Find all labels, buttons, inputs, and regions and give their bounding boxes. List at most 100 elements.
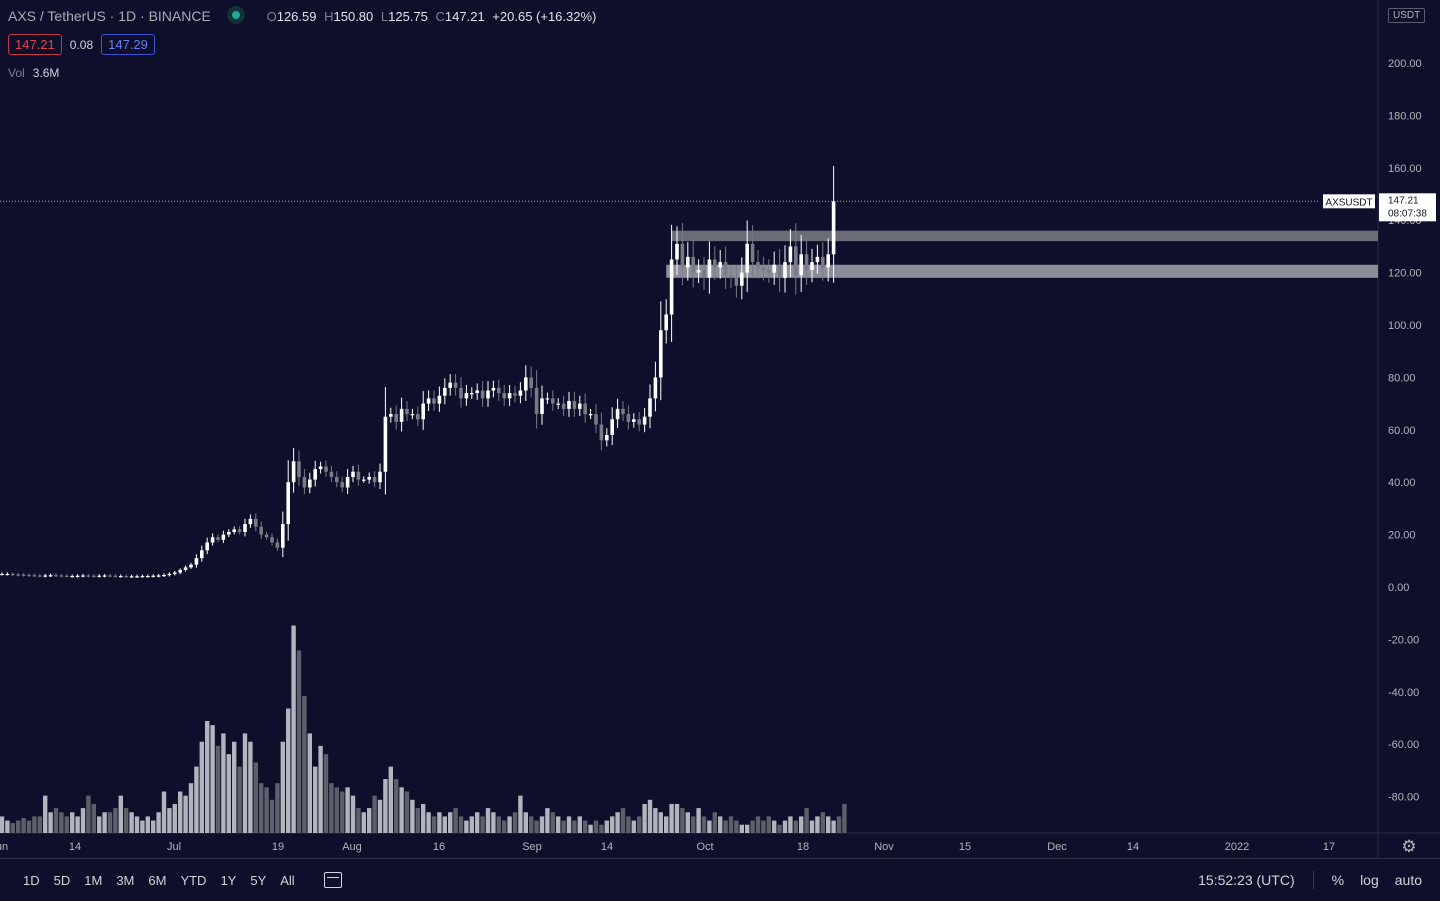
candle-body	[270, 537, 274, 543]
candle-body	[173, 572, 177, 574]
candle-body	[545, 398, 550, 400]
percent-scale-toggle[interactable]: %	[1331, 872, 1345, 888]
volume-bar	[577, 816, 582, 833]
time-tick: 16	[433, 841, 445, 853]
low-value: 125.75	[388, 9, 428, 24]
volume-bar	[529, 816, 534, 833]
volume-bar	[75, 816, 80, 833]
symbol-legend: AXS / TetherUS · 1D · BINANCE O126.59 H1…	[8, 6, 600, 26]
candle-body	[102, 575, 107, 577]
candle-body	[189, 564, 193, 568]
candle-body	[826, 254, 830, 268]
candle-body	[59, 575, 64, 577]
range-button-6m[interactable]: 6M	[148, 872, 167, 888]
time-scale[interactable]: un 14 Jul 19 Aug 16 Sep 14 Oct 18 Nov 15 Dec 14 2022 17	[0, 841, 1335, 853]
candle-body	[140, 575, 145, 578]
volume-bar	[421, 803, 426, 833]
symbol-title[interactable]: AXS / TetherUS · 1D · BINANCE	[8, 8, 211, 24]
candle-body	[119, 575, 123, 578]
utc-clock[interactable]: 15:52:23 (UTC)	[1198, 872, 1295, 888]
candle-body	[821, 256, 825, 268]
candle-body	[470, 393, 474, 395]
volume-bar	[626, 816, 631, 833]
time-tick: 18	[797, 841, 809, 853]
gear-icon[interactable]: ⚙	[1401, 837, 1417, 856]
open-value: 126.59	[276, 9, 317, 24]
range-button-5d[interactable]: 5D	[53, 872, 71, 888]
support-resistance-zones[interactable]	[666, 230, 1378, 278]
candle-body	[32, 575, 37, 577]
volume-bar	[404, 791, 410, 833]
candle-body	[729, 275, 733, 278]
candle-body	[513, 393, 517, 396]
candle-body	[221, 534, 226, 540]
volume-bar	[259, 783, 264, 833]
range-button-all[interactable]: All	[280, 872, 295, 888]
candle-body	[831, 201, 836, 255]
volume-bar	[226, 754, 231, 833]
candle-body	[167, 573, 172, 576]
candle-body	[453, 382, 458, 388]
candle-body	[691, 256, 695, 273]
volume-label: Vol	[8, 66, 25, 80]
volume-bar	[815, 816, 820, 833]
range-button-1d[interactable]: 1D	[23, 872, 40, 888]
range-button-3m[interactable]: 3M	[116, 872, 135, 888]
volume-bar	[145, 816, 150, 833]
price-zone-rectangle[interactable]	[671, 230, 1378, 242]
candle-body	[351, 471, 355, 477]
volume-bar	[167, 808, 172, 833]
volume-bar	[485, 808, 491, 833]
price-tick: -60.00	[1388, 739, 1419, 751]
volume-bar	[0, 816, 5, 833]
candle-body	[696, 269, 701, 273]
date-range-selector: 1D 5D 1M 3M 6M YTD 1Y 5Y All	[16, 869, 302, 892]
candle-body	[767, 269, 771, 273]
candle-body	[426, 398, 431, 404]
volume-bar	[356, 808, 361, 833]
price-chart[interactable]: 200.00 180.00 160.00 14 0.00 120.00 100.00 80.0…	[0, 0, 1440, 858]
volume-bar	[91, 803, 96, 833]
volume-bar	[161, 791, 167, 833]
range-button-1y[interactable]: 1Y	[220, 872, 237, 888]
candle-body	[372, 476, 377, 483]
range-button-5y[interactable]: 5Y	[250, 872, 267, 888]
calendar-icon[interactable]	[323, 872, 342, 888]
buy-price-button[interactable]: 147.29	[101, 34, 155, 55]
volume-bar	[669, 803, 674, 833]
volume-bar	[696, 808, 701, 833]
bid-ask-row: 147.21 0.08 147.29	[8, 34, 155, 55]
candle-body	[680, 243, 685, 268]
volume-bar	[113, 808, 118, 833]
sell-price-button[interactable]: 147.21	[8, 34, 62, 55]
currency-badge[interactable]: USDT	[1388, 8, 1426, 23]
volume-bar	[388, 766, 393, 833]
candle-body	[81, 575, 85, 577]
candle-body	[178, 569, 182, 573]
candle-body	[561, 403, 566, 409]
volume-bar	[248, 741, 253, 833]
volume-bar	[809, 820, 815, 833]
auto-scale-toggle[interactable]: auto	[1394, 872, 1422, 888]
volume-bar	[124, 808, 129, 833]
candle-body	[443, 387, 447, 396]
volume-bar	[799, 816, 804, 833]
volume-bar	[118, 795, 123, 833]
volume-bar	[431, 816, 437, 833]
volume-bar	[329, 783, 334, 833]
volume-bar	[831, 820, 836, 833]
time-tick: un	[0, 841, 8, 853]
log-scale-toggle[interactable]: log	[1360, 872, 1379, 888]
candle-body	[507, 393, 512, 399]
volume-bar	[464, 820, 469, 833]
volume-bar	[172, 803, 177, 833]
volume-bar	[129, 812, 134, 833]
price-zone-rectangle[interactable]	[666, 264, 1378, 278]
range-button-1m[interactable]: 1M	[84, 872, 103, 888]
volume-bar	[745, 824, 750, 833]
candlesticks	[0, 165, 836, 578]
volume-bar	[566, 816, 572, 833]
range-button-ytd[interactable]: YTD	[180, 872, 207, 888]
volume-bar	[556, 816, 561, 833]
candle-body	[367, 476, 371, 480]
